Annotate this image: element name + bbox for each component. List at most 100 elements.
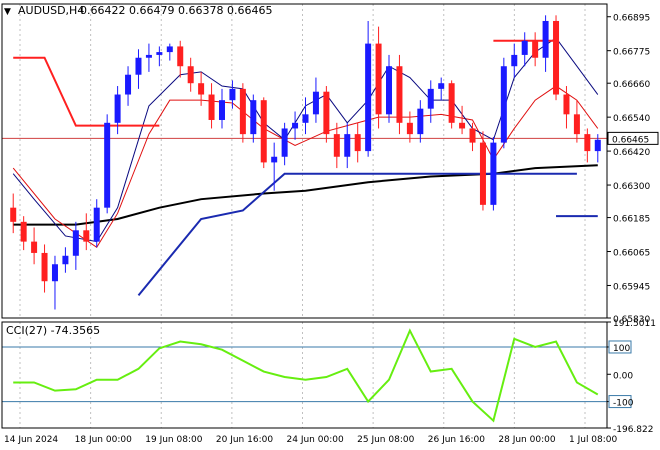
candle bbox=[281, 122, 288, 166]
candle-body bbox=[354, 134, 361, 152]
candle-body bbox=[417, 108, 424, 135]
candle bbox=[354, 122, 361, 163]
candle-body bbox=[563, 94, 570, 115]
candle bbox=[511, 43, 518, 78]
price-axis-labels: 0.66895 0.66775 0.66660 0.66540 0.66420 0.663… bbox=[613, 14, 650, 325]
candle-body bbox=[573, 114, 580, 135]
candle bbox=[344, 122, 351, 169]
candle-body bbox=[375, 43, 382, 115]
candle bbox=[312, 77, 319, 123]
candle bbox=[375, 26, 382, 129]
candle-body bbox=[114, 94, 121, 123]
candle bbox=[218, 88, 225, 129]
time-tick-label: 20 Jun 16:00 bbox=[216, 435, 273, 445]
time-tick-label: 25 Jun 08:00 bbox=[357, 435, 414, 445]
candle-body bbox=[469, 128, 476, 143]
candle bbox=[156, 46, 163, 67]
candle bbox=[563, 86, 570, 129]
header-arrow: ▼ bbox=[4, 7, 11, 17]
candle bbox=[490, 136, 497, 211]
candle-body bbox=[198, 83, 205, 95]
price-tick-label: 0.66065 bbox=[613, 249, 650, 259]
symbol-title: AUDUSD,H4 bbox=[18, 4, 84, 17]
candle-body bbox=[239, 88, 246, 135]
candle bbox=[135, 49, 142, 89]
candle bbox=[166, 43, 173, 61]
candle bbox=[239, 83, 246, 143]
candle bbox=[31, 227, 38, 265]
candle bbox=[438, 77, 445, 101]
candle bbox=[10, 193, 17, 234]
cci-series-line bbox=[13, 328, 599, 423]
cci-tick-label: -100 bbox=[613, 399, 634, 409]
candle-body bbox=[135, 57, 142, 75]
price-tick-label: 0.66300 bbox=[613, 182, 650, 192]
indicator-lines bbox=[2, 37, 607, 297]
candle-body bbox=[208, 94, 215, 120]
candle bbox=[41, 244, 48, 293]
candle-body bbox=[386, 66, 393, 115]
candle-body bbox=[500, 66, 507, 143]
time-tick-label: 18 Jun 00:00 bbox=[75, 435, 132, 445]
candle bbox=[187, 57, 194, 92]
candle bbox=[302, 97, 309, 135]
cci-level-tag bbox=[608, 395, 632, 409]
candle bbox=[271, 142, 278, 191]
candle-body bbox=[281, 128, 288, 157]
candle-body bbox=[260, 100, 267, 163]
time-tick-label: 28 Jun 00:00 bbox=[498, 435, 555, 445]
candle bbox=[114, 86, 121, 135]
candle bbox=[260, 97, 267, 169]
cci-axis-labels: 191.5011 100 0.00 -100 -196.822 bbox=[608, 319, 656, 435]
candle-body bbox=[51, 264, 58, 282]
candle bbox=[323, 86, 330, 143]
price-panel-gridlines bbox=[19, 4, 611, 319]
candle bbox=[62, 247, 69, 273]
candle-body bbox=[292, 122, 299, 129]
price-tick-label: 0.66420 bbox=[613, 148, 650, 158]
candle-body bbox=[532, 40, 539, 58]
candle bbox=[208, 83, 215, 129]
candle-body bbox=[177, 46, 184, 67]
candle bbox=[333, 122, 340, 169]
candle-body bbox=[459, 122, 466, 129]
candle bbox=[532, 32, 539, 67]
panel-frames bbox=[1, 3, 608, 429]
candle-body bbox=[553, 20, 560, 95]
candle-body bbox=[365, 43, 372, 152]
cci-title: CCI(27) -74.3565 bbox=[6, 324, 100, 337]
price-tick-label: 0.65830 bbox=[613, 315, 650, 325]
candle-body bbox=[396, 66, 403, 123]
line-envelope bbox=[137, 172, 577, 297]
candle bbox=[145, 43, 152, 72]
ohlc-readout: 0.66422 0.66479 0.66378 0.66465 bbox=[80, 4, 272, 17]
candle-body bbox=[229, 88, 236, 101]
current-price-tag bbox=[607, 131, 659, 145]
candle-body bbox=[448, 83, 455, 123]
cci-panel-frame bbox=[1, 321, 608, 429]
candle bbox=[417, 100, 424, 143]
candle-body bbox=[271, 156, 278, 163]
candle bbox=[553, 15, 560, 101]
candle bbox=[365, 20, 372, 157]
candle-body bbox=[218, 100, 225, 120]
cci-level-tag bbox=[608, 340, 632, 354]
candle bbox=[521, 32, 528, 67]
candle bbox=[594, 134, 601, 163]
candle-body bbox=[511, 54, 518, 67]
cci-tick-label: 191.5011 bbox=[613, 319, 656, 329]
candle bbox=[584, 128, 591, 163]
candle-body bbox=[166, 46, 173, 53]
candle-body bbox=[479, 142, 486, 205]
cci-lines bbox=[13, 328, 599, 423]
candle-body bbox=[542, 20, 549, 58]
price-tick-label: 0.66660 bbox=[613, 80, 650, 90]
price-tick-label: 0.66775 bbox=[613, 48, 650, 58]
time-tick-label: 19 Jun 08:00 bbox=[145, 435, 202, 445]
price-tick-label: 0.66895 bbox=[613, 14, 650, 24]
time-tick-label: 24 Jun 00:00 bbox=[287, 435, 344, 445]
candle bbox=[448, 80, 455, 129]
candle-body bbox=[145, 54, 152, 58]
candle-body bbox=[312, 91, 319, 115]
